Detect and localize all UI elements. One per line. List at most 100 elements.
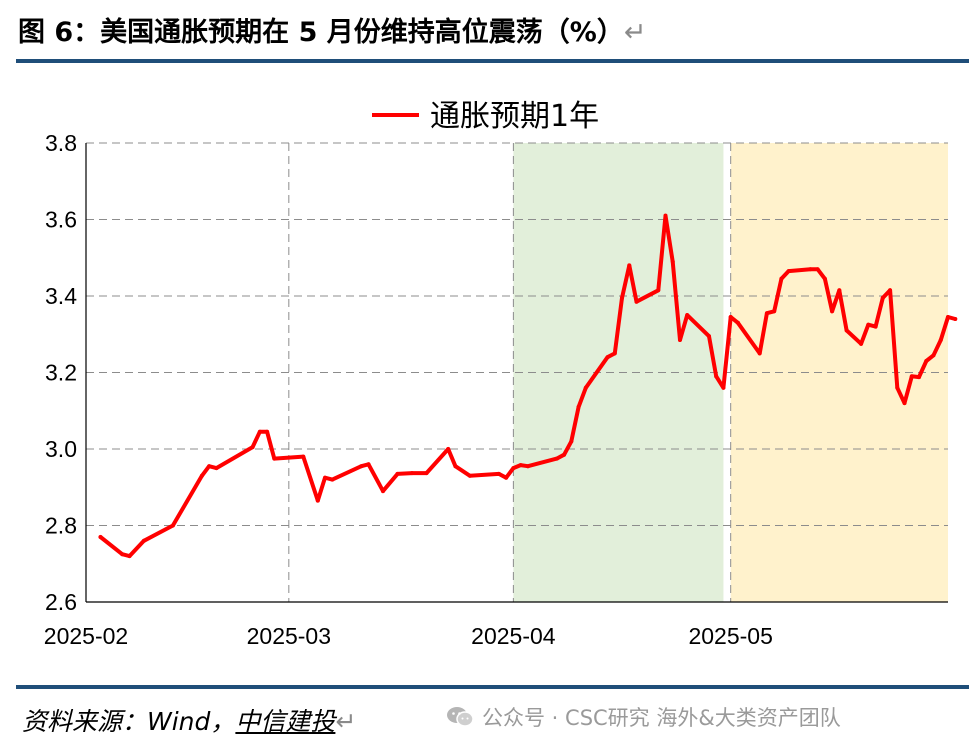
data-point	[677, 337, 682, 342]
data-point	[815, 267, 820, 272]
source-note: 资料来源：Wind，中信建投↵	[22, 702, 356, 738]
data-point	[706, 334, 711, 339]
data-point	[380, 489, 385, 494]
data-point	[728, 315, 733, 320]
data-point	[257, 429, 262, 434]
data-point	[917, 375, 922, 380]
data-point	[409, 471, 414, 476]
source-label: 资料来源：Wind，	[22, 707, 236, 736]
data-point	[330, 477, 335, 482]
data-point	[634, 299, 639, 304]
y-tick-label: 3.6	[45, 207, 77, 233]
data-point	[844, 328, 849, 333]
data-point	[612, 351, 617, 356]
data-point	[909, 374, 914, 379]
data-point	[467, 473, 472, 478]
footer-rule	[16, 685, 969, 689]
data-point	[496, 471, 501, 476]
data-point	[627, 263, 632, 268]
y-tick-label: 3.2	[45, 360, 77, 386]
data-point	[866, 322, 871, 327]
data-point	[873, 324, 878, 329]
data-point	[554, 456, 559, 461]
data-point	[895, 385, 900, 390]
data-point	[656, 288, 661, 293]
chart-area: 2.6 2.8 3.0 3.2 3.4 3.6 3.8 2025-02 2025-03 2025-…	[0, 72, 969, 682]
data-point	[250, 445, 255, 450]
data-point	[902, 401, 907, 406]
data-point	[323, 475, 328, 480]
data-point	[518, 463, 523, 468]
data-point	[120, 552, 125, 557]
data-point	[583, 385, 588, 390]
data-point	[779, 276, 784, 281]
data-point	[562, 452, 567, 457]
data-point	[214, 466, 219, 471]
y-tick-label: 2.8	[45, 513, 77, 539]
x-tick-label: 2025-04	[471, 623, 556, 649]
watermark-text: 公众号 · CSC研究 海外&大类资产团队	[482, 706, 841, 730]
data-point	[735, 320, 740, 325]
wechat-icon	[447, 707, 474, 727]
data-point	[938, 337, 943, 342]
figure-title: 图 6：美国通胀预期在 5 月份维持高位震荡（%）↵	[18, 10, 646, 49]
data-point	[880, 295, 885, 300]
data-point	[663, 213, 668, 218]
return-mark: ↵	[623, 17, 647, 48]
data-point	[924, 359, 929, 364]
y-tick-label: 3.4	[45, 283, 77, 309]
data-point	[931, 353, 936, 358]
data-point	[605, 355, 610, 360]
source-return-mark: ↵	[335, 707, 357, 736]
data-point	[199, 473, 204, 478]
data-point	[207, 464, 212, 469]
y-tick-label: 3.8	[45, 130, 77, 156]
data-point	[576, 404, 581, 409]
data-point	[714, 374, 719, 379]
data-point	[772, 309, 777, 314]
data-point	[359, 464, 364, 469]
data-point	[395, 471, 400, 476]
y-tick-label: 3.0	[45, 436, 77, 462]
data-point	[808, 267, 813, 272]
data-point	[453, 464, 458, 469]
data-point	[670, 259, 675, 264]
x-tick-label: 2025-03	[247, 623, 331, 649]
source-org: 中信建投	[235, 707, 336, 736]
x-tick-label: 2025-05	[688, 623, 772, 649]
data-point	[265, 429, 270, 434]
data-point	[764, 311, 769, 316]
data-point	[569, 439, 574, 444]
data-point	[859, 341, 864, 346]
x-tick-label: 2025-02	[44, 623, 128, 649]
data-point	[127, 554, 132, 559]
data-point	[786, 269, 791, 274]
watermark: 公众号 · CSC研究 海外&大类资产团队	[446, 702, 841, 732]
data-point	[953, 316, 958, 321]
data-point	[424, 471, 429, 476]
title-rule	[16, 59, 969, 63]
data-point	[620, 295, 625, 300]
data-point	[366, 462, 371, 467]
data-point	[98, 534, 103, 539]
data-point	[446, 447, 451, 451]
data-point	[837, 288, 842, 293]
legend-label: 通胀预期1年	[430, 99, 599, 134]
data-point	[721, 385, 726, 390]
data-point	[525, 464, 530, 469]
data-point	[315, 498, 320, 503]
data-point	[511, 466, 516, 471]
figure-title-text: 图 6：美国通胀预期在 5 月份维持高位震荡（%）	[18, 17, 624, 48]
data-point	[272, 456, 277, 461]
data-point	[504, 475, 509, 480]
data-point	[822, 276, 827, 281]
data-point	[946, 315, 950, 320]
y-tick-label: 2.6	[45, 589, 77, 615]
data-point	[170, 523, 175, 528]
data-point	[141, 538, 146, 543]
data-point	[830, 309, 835, 314]
data-point	[757, 351, 762, 356]
inflation-expectation-chart: 2.6 2.8 3.0 3.2 3.4 3.6 3.8 2025-02 2025-03 2025-…	[44, 99, 958, 649]
data-point	[301, 454, 306, 459]
data-point	[888, 288, 893, 293]
